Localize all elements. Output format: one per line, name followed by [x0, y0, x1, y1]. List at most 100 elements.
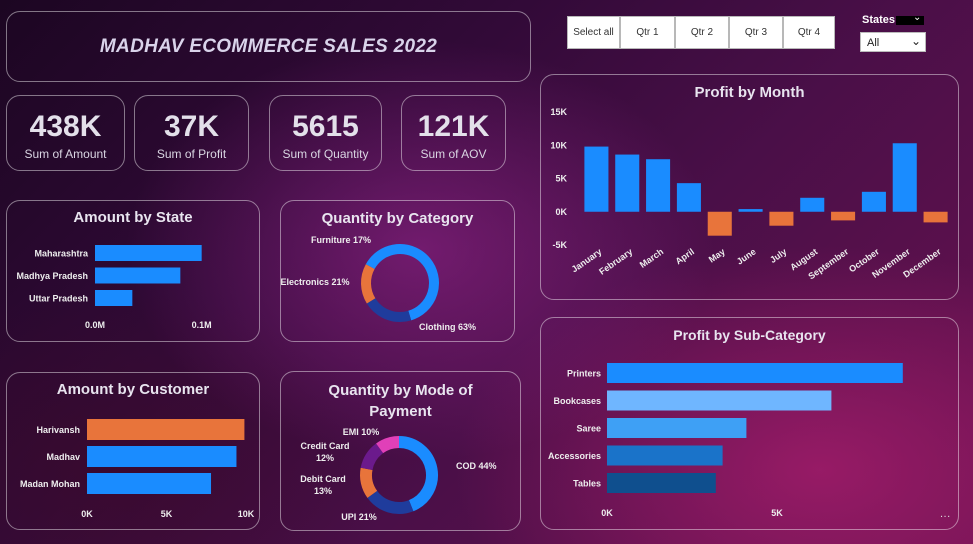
kpi-value: 5615	[292, 110, 359, 143]
category-label: Madan Mohan	[20, 479, 80, 489]
category-label: Madhav	[46, 452, 80, 462]
x-tick-label: May	[707, 246, 727, 264]
kpi-value: 438K	[29, 110, 102, 143]
donut-segment[interactable]	[367, 490, 414, 514]
slicer-qtr-4[interactable]: Qtr 4	[783, 16, 835, 49]
bar[interactable]	[831, 211, 856, 221]
states-dropdown-value: All	[867, 37, 880, 49]
x-tick-label: 0K	[601, 508, 613, 518]
kpi-value: 121K	[417, 110, 490, 143]
data-label: Electronics 21%	[281, 277, 350, 287]
amount-by-customer-chart: Harivansh Madhav Madan Mohan 0K 5K 10K	[20, 419, 255, 519]
bar[interactable]	[861, 191, 886, 212]
data-label: COD 44%	[456, 461, 497, 471]
category-label: Saree	[576, 424, 601, 434]
kpi-card-quantity[interactable]: 5615 Sum of Quantity	[269, 95, 382, 171]
bar[interactable]	[607, 363, 903, 383]
x-tick-label: 10K	[238, 509, 255, 519]
donut-segment[interactable]	[360, 443, 384, 471]
chart-title: Profit by Sub-Category	[673, 327, 826, 343]
bar[interactable]	[95, 245, 202, 261]
data-label: 13%	[314, 486, 332, 496]
quantity-by-payment-chart: COD 44% UPI 21% Debit Card 13% Credit Card 12…	[300, 427, 497, 522]
x-tick-label: July	[768, 246, 788, 265]
amount-by-customer-card[interactable]: Amount by Customer Harivansh Madhav Madan …	[6, 372, 260, 530]
chevron-down-icon[interactable]: ⌄	[913, 12, 922, 23]
bar[interactable]	[584, 146, 609, 212]
y-tick-label: -5K	[552, 240, 567, 250]
states-dropdown[interactable]: All ⌄	[860, 32, 926, 52]
y-tick-label: 0K	[555, 207, 567, 217]
bar[interactable]	[707, 211, 732, 236]
donut-segment[interactable]	[365, 244, 439, 321]
bar[interactable]	[800, 197, 825, 212]
bar[interactable]	[676, 183, 701, 212]
data-label: Debit Card	[300, 474, 346, 484]
profit-by-subcategory-chart: Printers Bookcases Saree Accessories Tables 0…	[548, 363, 903, 518]
bar[interactable]	[87, 473, 212, 494]
kpi-value: 37K	[163, 110, 220, 143]
kpi-label: Sum of Profit	[156, 147, 227, 161]
donut-segment[interactable]	[360, 467, 378, 498]
chart-title: Amount by Customer	[56, 381, 210, 398]
quantity-by-category-card[interactable]: Quantity by Category Clothing 63% Electro…	[280, 200, 515, 342]
x-tick-label: 0K	[81, 509, 93, 519]
data-label: UPI 21%	[341, 512, 377, 522]
bar[interactable]	[769, 211, 794, 226]
title-card: MADHAV ECOMMERCE SALES 2022	[6, 11, 531, 82]
data-label: Clothing 63%	[419, 322, 476, 332]
more-options-icon[interactable]: ...	[940, 508, 951, 520]
profit-by-subcategory-card[interactable]: Profit by Sub-Category Printers Bookcases…	[540, 317, 959, 530]
slicer-qtr-3[interactable]: Qtr 3	[729, 16, 783, 49]
category-label: Printers	[567, 369, 601, 379]
profit-by-month-card[interactable]: Profit by Month 15K 10K 5K 0K -5K January Febr…	[540, 74, 959, 300]
bar[interactable]	[95, 267, 181, 284]
bar[interactable]	[95, 290, 133, 306]
y-tick-label: 10K	[550, 140, 567, 150]
quantity-by-payment-card[interactable]: Quantity by Mode of Payment COD 44% UPI 2…	[280, 371, 521, 531]
x-tick-label: 0.0M	[85, 320, 105, 330]
y-tick-label: 15K	[550, 107, 567, 117]
page-title: MADHAV ECOMMERCE SALES 2022	[99, 35, 438, 57]
chart-title: Profit by Month	[694, 84, 805, 101]
kpi-label: Sum of Quantity	[282, 147, 369, 161]
amount-by-state-chart: Maharashtra Madhya Pradesh Uttar Pradesh 0.…	[16, 245, 212, 330]
donut-segment[interactable]	[398, 436, 438, 512]
slicer-qtr-2[interactable]: Qtr 2	[675, 16, 729, 49]
donut-segment[interactable]	[366, 298, 412, 322]
bar[interactable]	[87, 446, 237, 467]
category-label: Maharashtra	[34, 249, 89, 259]
x-tick-label: February	[597, 246, 634, 276]
bar[interactable]	[87, 419, 245, 440]
bar[interactable]	[607, 445, 723, 466]
bar[interactable]	[738, 209, 763, 212]
bar[interactable]	[646, 159, 671, 212]
x-tick-label: April	[674, 246, 697, 266]
kpi-card-profit[interactable]: 37K Sum of Profit	[134, 95, 249, 171]
bar[interactable]	[607, 418, 747, 438]
bar[interactable]	[892, 143, 917, 212]
category-label: Tables	[573, 479, 601, 489]
kpi-card-amount[interactable]: 438K Sum of Amount	[6, 95, 125, 171]
category-label: Madhya Pradesh	[16, 271, 88, 281]
kpi-card-aov[interactable]: 121K Sum of AOV	[401, 95, 506, 171]
bar[interactable]	[607, 473, 716, 493]
slicer-select-all[interactable]: Select all	[567, 16, 620, 49]
kpi-label: Sum of Amount	[24, 147, 107, 161]
x-tick-label: 5K	[771, 508, 783, 518]
bar[interactable]	[923, 211, 948, 223]
amount-by-state-card[interactable]: Amount by State Maharashtra Madhya Prades…	[6, 200, 260, 342]
x-tick-label: 5K	[161, 509, 173, 519]
data-label: Furniture 17%	[311, 235, 371, 245]
donut-segment[interactable]	[376, 436, 400, 454]
data-label: 12%	[316, 453, 334, 463]
chart-title: Quantity by Mode of Payment	[328, 382, 473, 420]
slicer-qtr-1[interactable]: Qtr 1	[620, 16, 675, 49]
x-tick-label: March	[638, 246, 665, 269]
category-label: Uttar Pradesh	[29, 294, 88, 304]
bar[interactable]	[607, 390, 832, 411]
donut-segment[interactable]	[361, 264, 376, 304]
category-label: Harivansh	[36, 425, 80, 435]
bar[interactable]	[615, 154, 640, 212]
